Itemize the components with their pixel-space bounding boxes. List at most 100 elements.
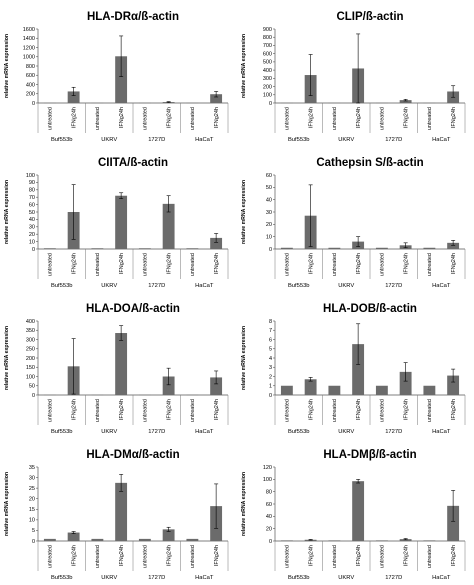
bar-category-label: untreated bbox=[143, 399, 149, 422]
error-bar bbox=[214, 233, 219, 243]
group-label: 1727D bbox=[385, 283, 402, 289]
bar bbox=[447, 505, 460, 541]
y-tick-label: 500 bbox=[263, 60, 272, 66]
error-bar bbox=[308, 377, 313, 382]
bar bbox=[280, 247, 293, 249]
bar bbox=[210, 237, 223, 249]
bar-category-label: IFNg24h bbox=[451, 253, 457, 274]
bar-category-label: untreated bbox=[427, 399, 433, 422]
chart-title: HLA-DOB/ß-actin bbox=[323, 303, 417, 315]
y-tick-label: 100 bbox=[26, 374, 35, 380]
bar-category-label: untreated bbox=[190, 545, 196, 568]
error-bar bbox=[166, 101, 171, 103]
chart-panel-hla-dma: HLA-DMα/ß-actin relative mRNA expression 0… bbox=[4, 449, 229, 581]
bar bbox=[352, 481, 365, 541]
chart-panel-hla-dmb: HLA-DMβ/ß-actin relative mRNA expression 0… bbox=[241, 449, 466, 581]
bar-category-label: IFNg24h bbox=[308, 399, 314, 420]
chart-panel-hla-dob: HLA-DOB/ß-actin relative mRNA expression 0… bbox=[241, 303, 466, 435]
y-tick-label: 100 bbox=[263, 93, 272, 99]
error-bar bbox=[403, 242, 408, 249]
bar bbox=[43, 538, 56, 541]
y-tick-label: 60 bbox=[29, 202, 35, 208]
y-axis-label: relative mRNA expression bbox=[241, 180, 247, 244]
y-tick-label: 35 bbox=[29, 465, 35, 471]
bar-category-label: untreated bbox=[332, 107, 338, 130]
y-tick-label: 5 bbox=[269, 347, 272, 353]
y-tick-label: 150 bbox=[26, 365, 35, 371]
y-tick-label: 2 bbox=[269, 374, 272, 380]
error-bar bbox=[308, 184, 313, 247]
bar-category-label: IFNg24h bbox=[214, 545, 220, 566]
bar-category-label: IFNg24h bbox=[214, 253, 220, 274]
bar-category-label: IFNg24h bbox=[166, 107, 172, 128]
y-tick-label: 200 bbox=[26, 92, 35, 98]
chart-panel-hla-dra: HLA-DRα/ß-actin relative mRNA expression 0… bbox=[4, 11, 229, 143]
bar-category-label: untreated bbox=[143, 107, 149, 130]
bar-category-label: untreated bbox=[143, 253, 149, 276]
bar-category-label: untreated bbox=[95, 253, 101, 276]
y-tick-label: 400 bbox=[26, 319, 35, 325]
error-bar bbox=[119, 35, 124, 77]
bar-category-label: IFNg24h bbox=[71, 545, 77, 566]
bar-category-label: untreated bbox=[427, 253, 433, 276]
y-tick-label: 70 bbox=[29, 195, 35, 201]
bar-category-label: IFNg24h bbox=[403, 545, 409, 566]
bar-category-label: untreated bbox=[48, 399, 54, 422]
bar-category-label: IFNg24h bbox=[214, 399, 220, 420]
error-bar bbox=[214, 370, 219, 385]
group-label: HaCaT bbox=[195, 283, 214, 289]
error-bar bbox=[166, 195, 171, 213]
group-label: 1727D bbox=[385, 575, 402, 581]
bar bbox=[447, 242, 460, 249]
bar-category-label: IFNg24h bbox=[451, 107, 457, 128]
y-tick-label: 0 bbox=[32, 247, 35, 253]
bar bbox=[210, 94, 223, 103]
bar bbox=[375, 540, 388, 541]
bar bbox=[186, 248, 199, 249]
y-tick-label: 350 bbox=[26, 328, 35, 334]
group-label: UKRV bbox=[101, 429, 117, 435]
bar-category-label: IFNg24h bbox=[356, 253, 362, 274]
y-tick-label: 300 bbox=[263, 76, 272, 82]
y-tick-label: 0 bbox=[269, 247, 272, 253]
bar-category-label: untreated bbox=[95, 545, 101, 568]
bar-category-label: IFNg24h bbox=[308, 107, 314, 128]
y-tick-label: 7 bbox=[269, 328, 272, 334]
y-tick-label: 900 bbox=[263, 27, 272, 33]
error-bar bbox=[119, 192, 124, 199]
bar bbox=[304, 539, 317, 541]
chart-panel-hla-doa: HLA-DOA/ß-actin relative mRNA expression 0… bbox=[4, 303, 229, 435]
y-tick-label: 1 bbox=[269, 384, 272, 390]
bar bbox=[162, 376, 175, 395]
y-tick-label: 400 bbox=[263, 68, 272, 74]
bar-category-label: IFNg24h bbox=[403, 399, 409, 420]
group-label: 1727D bbox=[385, 137, 402, 143]
error-bar bbox=[308, 539, 313, 541]
y-tick-label: 5 bbox=[32, 528, 35, 534]
y-tick-label: 30 bbox=[29, 225, 35, 231]
bar bbox=[186, 538, 199, 541]
bar bbox=[423, 247, 436, 249]
y-tick-label: 50 bbox=[29, 210, 35, 216]
error-bar bbox=[214, 91, 219, 98]
y-axis-label: relative mRNA expression bbox=[4, 326, 10, 390]
error-bar bbox=[451, 240, 456, 246]
y-tick-label: 6 bbox=[269, 337, 272, 343]
bar bbox=[375, 385, 388, 395]
bar-category-label: untreated bbox=[285, 253, 291, 276]
bar bbox=[375, 247, 388, 249]
bar-category-label: untreated bbox=[143, 545, 149, 568]
bar bbox=[43, 248, 56, 249]
chart-title: HLA-DMβ/ß-actin bbox=[323, 449, 416, 461]
y-tick-label: 600 bbox=[263, 51, 272, 57]
error-bar bbox=[119, 474, 124, 492]
bar-category-label: IFNg24h bbox=[119, 545, 125, 566]
y-tick-label: 100 bbox=[26, 173, 35, 179]
bar bbox=[328, 247, 341, 249]
group-label: Buf553b bbox=[288, 283, 310, 289]
error-bar bbox=[451, 490, 456, 522]
bar bbox=[115, 195, 128, 249]
y-axis-label: relative mRNA expression bbox=[241, 34, 247, 98]
y-tick-label: 1200 bbox=[23, 45, 35, 51]
bar-category-label: untreated bbox=[285, 399, 291, 422]
